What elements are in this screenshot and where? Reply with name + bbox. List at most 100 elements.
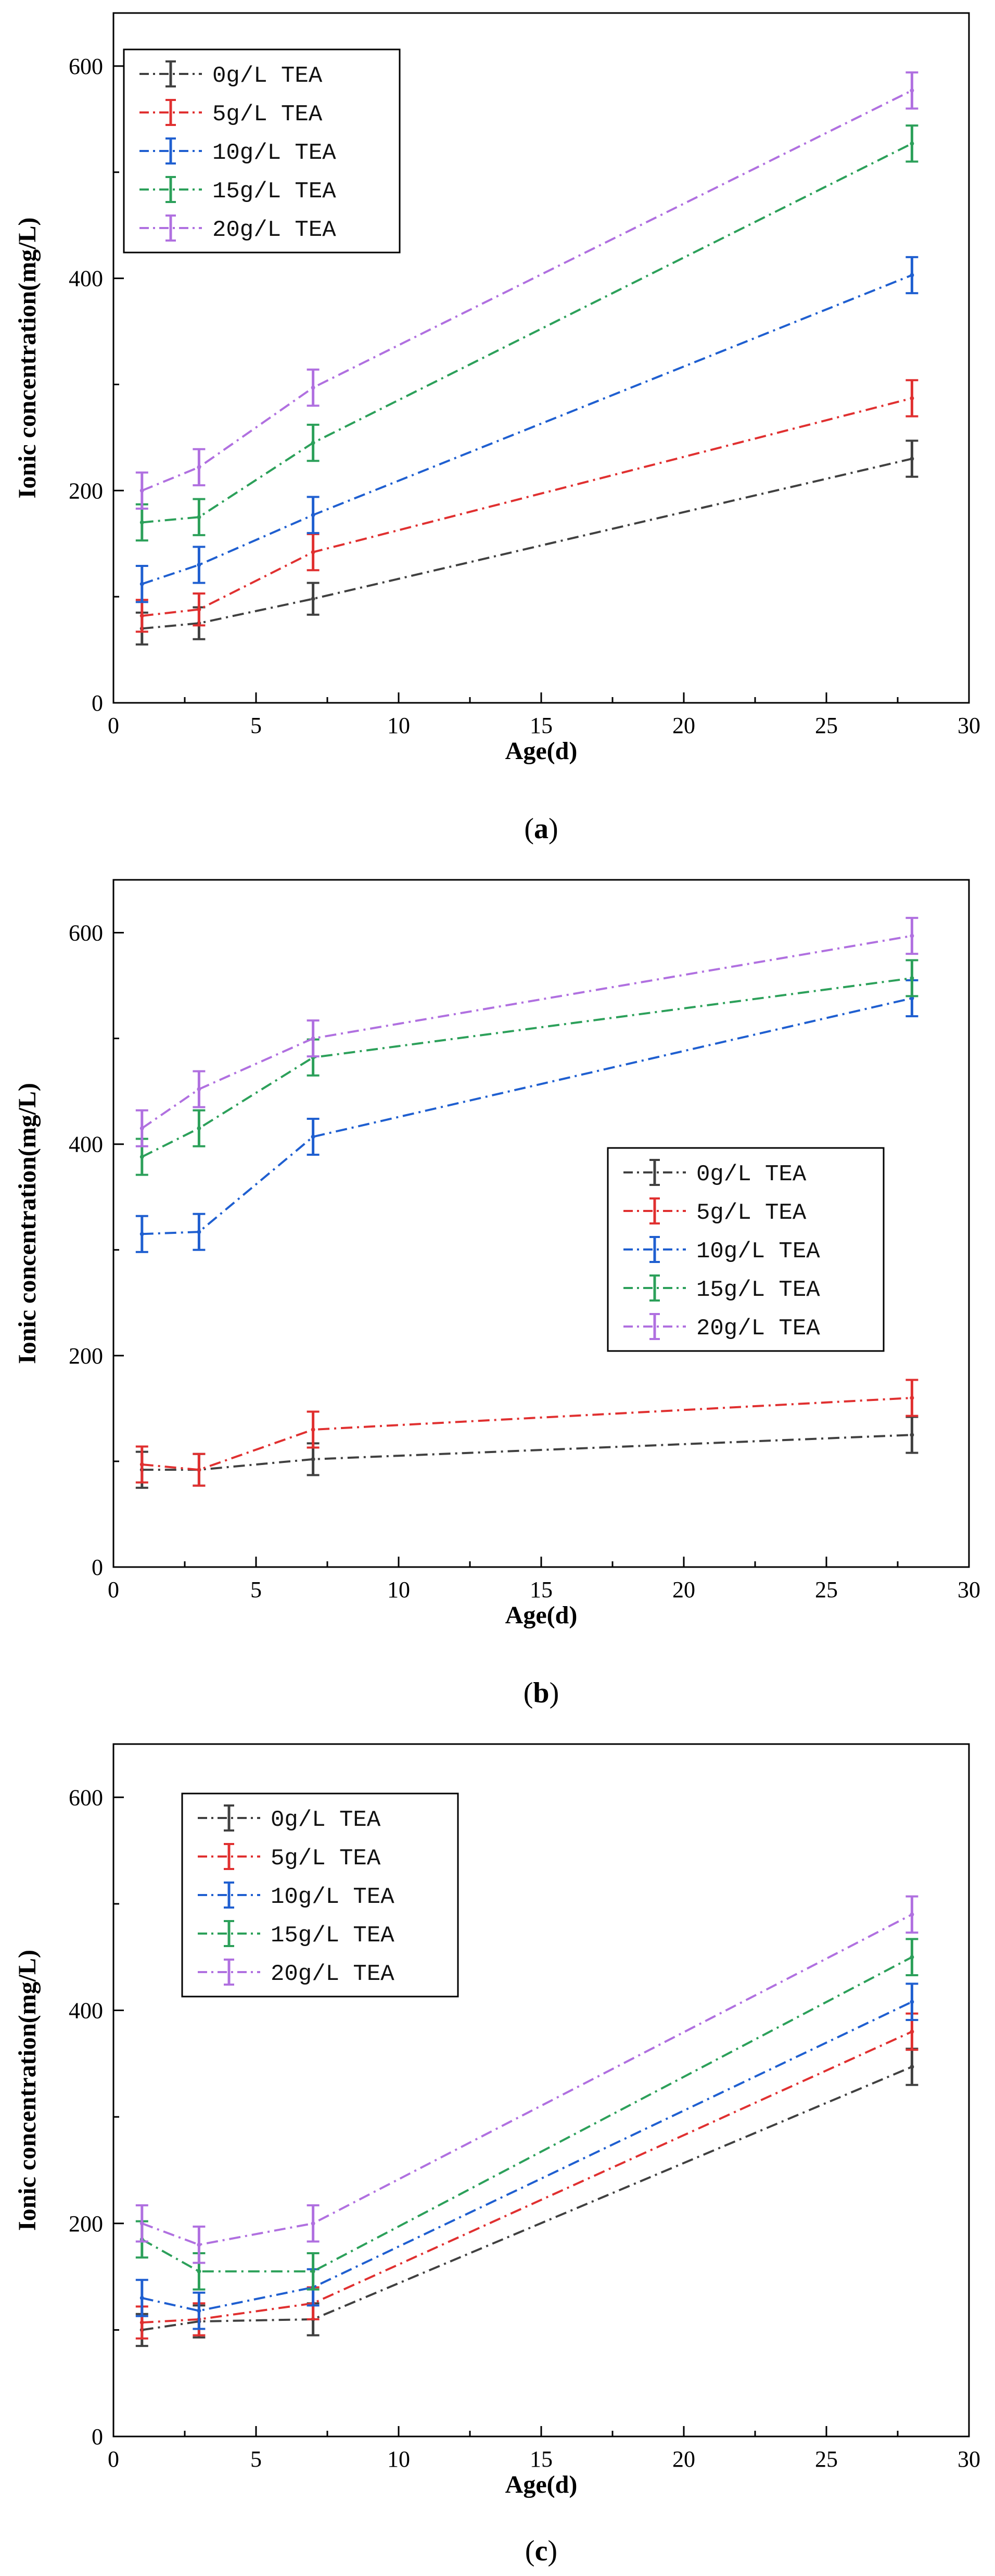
x-axis-label: Age(d)	[505, 1601, 578, 1629]
legend-label: 20g/L TEA	[271, 1961, 394, 1987]
x-tick-label: 20	[672, 2446, 695, 2472]
series-line	[142, 2001, 913, 2312]
data-point	[197, 1087, 201, 1092]
chart-panel-b: 0 5 10 15 20 25 30 0 200 400 600 Age(d) Ionic concen…	[14, 879, 980, 1709]
data-point	[311, 1428, 315, 1432]
data-point	[910, 2029, 914, 2034]
data-point	[139, 1155, 144, 1159]
caption-open-paren: (	[524, 813, 534, 845]
data-point	[139, 488, 144, 493]
series-line	[141, 977, 912, 1158]
series-line	[142, 2030, 913, 2324]
caption-open-paren: (	[524, 1677, 533, 1709]
data-point	[311, 1457, 315, 1461]
data-point	[197, 2242, 201, 2247]
y-tick-label: 400	[69, 1998, 103, 2024]
data-point	[910, 396, 914, 400]
data-point	[910, 2064, 914, 2069]
data-point	[139, 2296, 144, 2300]
series-line	[142, 1397, 912, 1471]
series-line	[142, 997, 912, 1235]
legend-label: 10g/L TEA	[696, 1239, 820, 1265]
legend-label: 5g/L TEA	[696, 1200, 807, 1226]
x-tick-label: 10	[387, 713, 410, 738]
series-line	[142, 397, 912, 617]
legend-label: 15g/L TEA	[271, 1923, 394, 1949]
data-point	[311, 1134, 315, 1139]
x-tick-label: 0	[108, 2446, 119, 2472]
series-line	[141, 935, 912, 1129]
series-line	[142, 274, 913, 585]
y-tick-label: 200	[69, 2211, 103, 2237]
chart-panel-a: 0 5 10 15 20 25 30 0 200 400 600 Age(d) Ionic concen…	[14, 12, 980, 845]
data-point	[197, 2308, 201, 2313]
panel-caption: (b)	[524, 1677, 559, 1709]
data-point	[910, 933, 914, 938]
legend-label: 0g/L TEA	[696, 1161, 807, 1188]
legend-label: 20g/L TEA	[696, 1316, 820, 1342]
data-point	[910, 2000, 914, 2004]
data-point	[910, 1433, 914, 1437]
caption-letter: c	[535, 2535, 548, 2567]
y-tick-label: 600	[69, 920, 103, 946]
x-tick-label: 15	[530, 2446, 553, 2472]
x-axis-label: Age(d)	[505, 737, 578, 765]
x-tick-label: 30	[958, 1577, 980, 1602]
data-point	[910, 996, 914, 1001]
y-axis-label: Ionic concentration(mg/L)	[14, 1950, 41, 2231]
data-point	[910, 1955, 914, 1960]
y-axis-label: Ionic concentration(mg/L)	[14, 218, 41, 499]
legend-label: 15g/L TEA	[696, 1277, 820, 1303]
y-tick-label: 200	[69, 478, 103, 503]
y-tick-label: 0	[92, 1555, 103, 1580]
data-point	[910, 457, 914, 461]
data-point	[311, 513, 315, 517]
x-tick-label: 10	[387, 2446, 410, 2472]
legend-label: 0g/L TEA	[271, 1807, 381, 1833]
data-point	[910, 141, 914, 146]
panel-caption: (c)	[525, 2535, 557, 2567]
caption-letter: a	[534, 813, 548, 845]
data-point	[311, 1036, 315, 1041]
series-line	[142, 1913, 913, 2246]
x-tick-label: 5	[250, 1577, 262, 1602]
data-point	[197, 563, 201, 567]
x-tick-label: 15	[530, 713, 553, 738]
y-tick-label: 600	[69, 54, 103, 79]
caption-open-paren: (	[525, 2535, 535, 2567]
data-point	[311, 2221, 315, 2226]
data-point	[139, 1126, 144, 1131]
data-point	[197, 2269, 201, 2274]
legend-label: 10g/L TEA	[271, 1884, 394, 1910]
legend-label: 5g/L TEA	[212, 102, 323, 128]
data-point	[139, 582, 144, 586]
x-tick-label: 20	[672, 713, 695, 738]
data-point	[910, 976, 914, 980]
data-point	[311, 385, 315, 390]
series-line	[142, 90, 913, 492]
legend-label: 15g/L TEA	[212, 179, 336, 205]
x-tick-label: 30	[958, 713, 980, 738]
series-line	[142, 142, 913, 524]
data-point	[311, 2269, 315, 2274]
x-tick-label: 0	[108, 1577, 119, 1602]
data-point	[197, 607, 201, 612]
legend-label: 5g/L TEA	[271, 1846, 381, 1872]
caption-letter: b	[533, 1677, 549, 1709]
chart-panel-c: 0 5 10 15 20 25 30 0 200 400 600 Age(d) Ionic concen…	[14, 1743, 980, 2567]
y-tick-label: 600	[69, 1785, 103, 1810]
y-tick-label: 200	[69, 1343, 103, 1369]
data-point	[197, 1468, 201, 1472]
data-point	[197, 1126, 201, 1131]
x-axis-label: Age(d)	[505, 2471, 578, 2498]
series-line	[141, 1956, 913, 2272]
series-line	[142, 458, 912, 630]
data-point	[197, 1230, 201, 1234]
y-tick-label: 400	[69, 266, 103, 292]
y-tick-label: 0	[92, 2424, 103, 2449]
legend-label: 20g/L TEA	[212, 217, 336, 243]
x-tick-label: 30	[958, 2446, 980, 2472]
y-axis-label: Ionic concentration(mg/L)	[14, 1083, 41, 1364]
data-point	[139, 2221, 144, 2226]
